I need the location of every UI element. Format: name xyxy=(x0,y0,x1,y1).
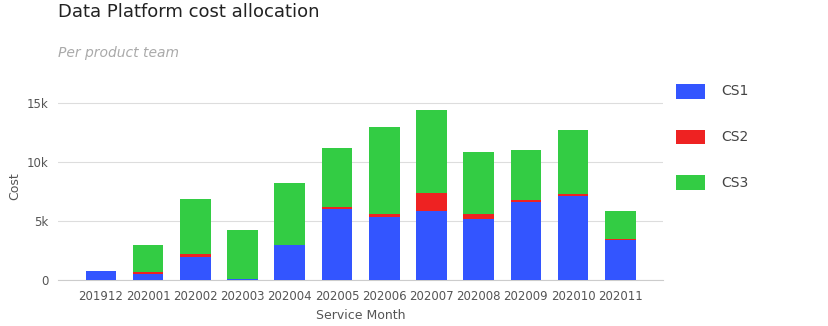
Bar xyxy=(604,239,635,240)
Bar xyxy=(368,127,399,214)
Text: CS1: CS1 xyxy=(720,84,748,98)
Y-axis label: Cost: Cost xyxy=(8,172,21,200)
Text: Data Platform cost allocation: Data Platform cost allocation xyxy=(58,3,319,21)
Bar xyxy=(510,202,541,280)
Bar xyxy=(604,211,635,239)
Bar xyxy=(180,257,210,280)
Bar xyxy=(463,214,493,219)
Bar xyxy=(132,245,163,272)
Bar xyxy=(321,148,352,207)
Bar xyxy=(557,197,588,280)
Bar xyxy=(416,193,446,211)
Bar xyxy=(557,194,588,197)
Bar xyxy=(416,211,446,280)
Bar xyxy=(368,214,399,216)
Bar xyxy=(227,230,258,279)
Bar xyxy=(227,279,258,280)
Bar xyxy=(463,152,493,214)
Bar xyxy=(416,110,446,193)
Bar xyxy=(132,272,163,274)
Bar xyxy=(604,240,635,280)
X-axis label: Service Month: Service Month xyxy=(315,309,405,322)
Bar xyxy=(180,199,210,254)
Text: CS3: CS3 xyxy=(720,176,748,189)
Bar xyxy=(321,207,352,209)
Text: Per product team: Per product team xyxy=(58,46,179,60)
Bar xyxy=(321,209,352,280)
Bar xyxy=(274,184,305,245)
Bar xyxy=(368,216,399,280)
Bar xyxy=(557,130,588,194)
Bar xyxy=(180,254,210,257)
Bar xyxy=(463,219,493,280)
Bar xyxy=(510,150,541,200)
Bar xyxy=(274,245,305,280)
Text: CS2: CS2 xyxy=(720,130,748,144)
Bar xyxy=(85,271,116,280)
Bar xyxy=(132,274,163,280)
Bar xyxy=(510,200,541,202)
